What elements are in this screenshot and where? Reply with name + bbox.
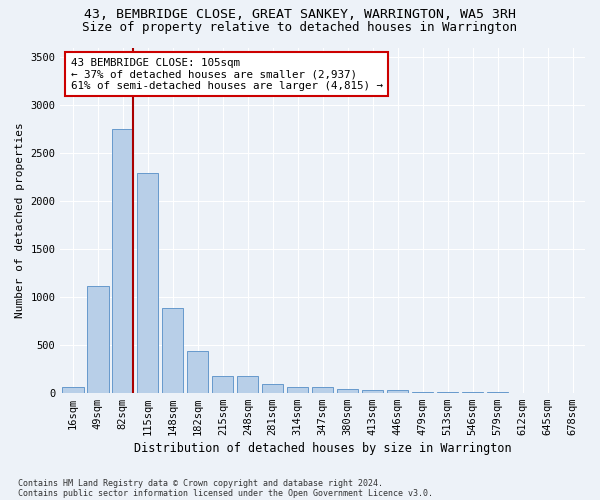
Bar — [162, 308, 184, 392]
X-axis label: Distribution of detached houses by size in Warrington: Distribution of detached houses by size … — [134, 442, 512, 455]
Text: 43, BEMBRIDGE CLOSE, GREAT SANKEY, WARRINGTON, WA5 3RH: 43, BEMBRIDGE CLOSE, GREAT SANKEY, WARRI… — [84, 8, 516, 20]
Bar — [337, 389, 358, 392]
Bar — [362, 390, 383, 392]
Bar — [237, 376, 259, 392]
Text: Contains public sector information licensed under the Open Government Licence v3: Contains public sector information licen… — [18, 488, 433, 498]
Text: 43 BEMBRIDGE CLOSE: 105sqm
← 37% of detached houses are smaller (2,937)
61% of s: 43 BEMBRIDGE CLOSE: 105sqm ← 37% of deta… — [71, 58, 383, 91]
Bar — [387, 390, 408, 392]
Text: Size of property relative to detached houses in Warrington: Size of property relative to detached ho… — [83, 21, 517, 34]
Bar — [212, 376, 233, 392]
Bar — [62, 388, 83, 392]
Bar — [262, 384, 283, 392]
Text: Contains HM Land Registry data © Crown copyright and database right 2024.: Contains HM Land Registry data © Crown c… — [18, 478, 383, 488]
Bar — [287, 387, 308, 392]
Bar — [137, 173, 158, 392]
Bar — [112, 129, 133, 392]
Bar — [187, 352, 208, 393]
Y-axis label: Number of detached properties: Number of detached properties — [15, 122, 25, 318]
Bar — [312, 388, 334, 392]
Bar — [87, 286, 109, 393]
